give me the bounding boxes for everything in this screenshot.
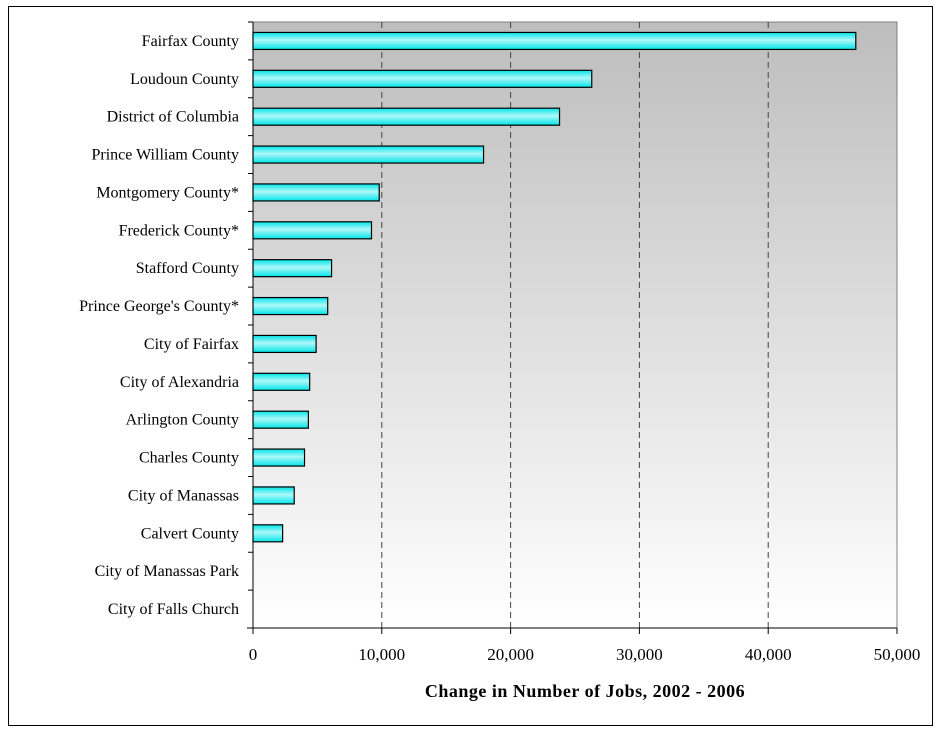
x-tick-label: 30,000	[616, 645, 663, 664]
category-label: City of Fairfax	[144, 336, 239, 353]
x-tick-label: 40,000	[745, 645, 792, 664]
category-labels: Fairfax County Loudoun County District of …	[79, 33, 239, 618]
x-axis-title: Change in Number of Jobs, 2002 - 2006	[425, 681, 745, 701]
bar	[252, 221, 373, 240]
x-tick-label: 0	[249, 645, 258, 664]
x-tick-label: 50,000	[874, 645, 921, 664]
category-label: City of Manassas Park	[95, 563, 239, 580]
x-tick-label: 20,000	[487, 645, 534, 664]
x-tick-label: 10,000	[358, 645, 405, 664]
bar	[252, 259, 333, 278]
bar	[252, 296, 329, 316]
category-label: Charles County	[139, 450, 239, 467]
bar	[252, 69, 593, 88]
bar	[252, 334, 317, 354]
x-tick-labels: 0 10,000 20,000 30,000 40,000 50,000	[249, 645, 921, 664]
category-label: City of Manassas	[128, 487, 239, 504]
bar	[252, 524, 284, 543]
category-label: City of Falls Church	[108, 601, 239, 618]
bars	[252, 31, 857, 543]
bar	[252, 410, 309, 429]
bar	[252, 145, 485, 164]
category-label: Prince George's County*	[79, 298, 239, 315]
category-label: Fairfax County	[142, 33, 239, 50]
category-label: Montgomery County*	[96, 184, 239, 201]
category-label: District of Columbia	[107, 109, 239, 126]
category-label: Frederick County*	[119, 222, 239, 239]
axes	[247, 21, 898, 634]
bar	[252, 183, 380, 202]
category-label: Calvert County	[141, 525, 239, 542]
bar	[252, 486, 295, 505]
category-label: Stafford County	[136, 260, 239, 277]
category-label: Loudoun County	[130, 71, 239, 88]
bar	[252, 31, 857, 51]
bar	[252, 448, 306, 467]
category-label: City of Alexandria	[120, 374, 239, 391]
bar	[252, 372, 311, 391]
bar	[252, 107, 561, 126]
category-label: Prince William County	[92, 147, 240, 164]
category-label: Arlington County	[126, 412, 239, 429]
